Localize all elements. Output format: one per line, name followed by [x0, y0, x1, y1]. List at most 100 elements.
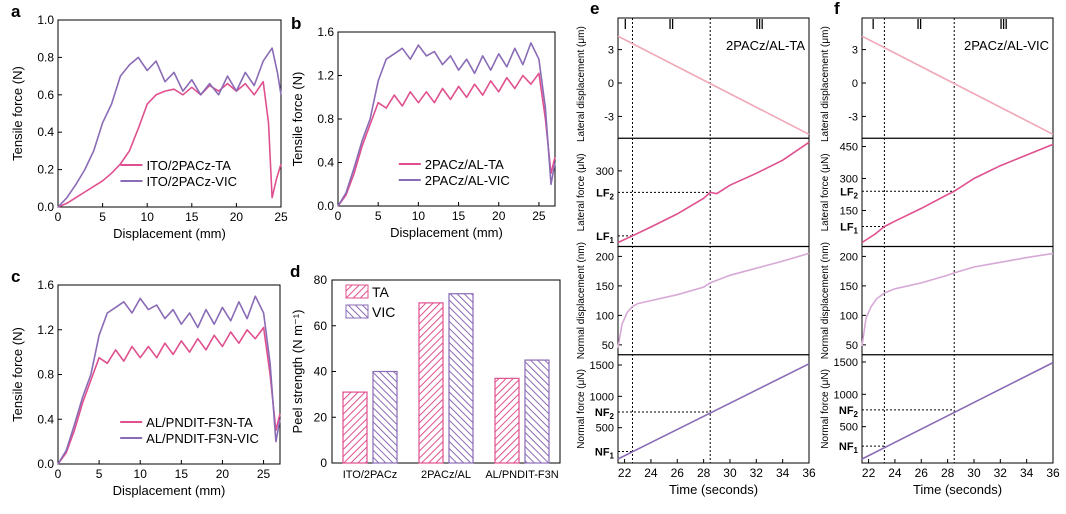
- x-tick-label: 25: [257, 467, 271, 481]
- series-line: [861, 361, 1054, 460]
- x-tick-label: AL/PNDIT-F3N: [485, 469, 558, 481]
- series-line-vic: [337, 42, 556, 207]
- series-line-vic: [57, 295, 281, 465]
- y-tick-label: 3: [608, 45, 614, 57]
- stage-label: Ⅰ: [871, 17, 875, 32]
- x-tick-label: 25: [532, 209, 546, 223]
- x-tick-label: 0: [335, 209, 342, 223]
- y-tick-label: 100: [840, 310, 858, 322]
- legend-label: ITO/2PACz-TA: [146, 158, 231, 173]
- x-tick-label: 26: [671, 466, 685, 480]
- x-tick-label: 34: [1020, 466, 1034, 480]
- y-tick-label: 0.8: [37, 50, 54, 64]
- y-tick-label: 0.0: [37, 457, 54, 471]
- x-tick-label: 26: [915, 466, 929, 480]
- panel-label: b: [291, 14, 301, 33]
- legend-label: TA: [372, 284, 390, 300]
- panel-label: a: [11, 2, 21, 21]
- legend-label: VIC: [372, 304, 395, 320]
- y-tick-label: 50: [846, 340, 858, 352]
- y-tick-label: 50: [602, 340, 614, 352]
- stage-label: Ⅱ: [916, 17, 922, 32]
- y-axis-label: Normal force (μN): [576, 369, 587, 449]
- plot-frame: [617, 17, 810, 464]
- x-tick-label: 10: [134, 467, 148, 481]
- stage-label: Ⅱ: [668, 17, 674, 32]
- x-tick-label: 20: [230, 210, 244, 224]
- y-tick-label: 150: [840, 206, 858, 218]
- x-axis-label: Displacement (mm): [113, 483, 226, 498]
- x-tick-label: 28: [941, 466, 955, 480]
- y-tick-label: 3: [852, 45, 858, 57]
- y-tick-label: 80: [314, 273, 328, 287]
- panel-c: c 0 5 10 15 20 25 0.0 0.4 0.8 1.2 1.6 Displacement (…: [10, 267, 281, 498]
- x-tick-label: 34: [776, 466, 790, 480]
- series-line: [617, 141, 810, 244]
- y-tick-label: 0.0: [317, 199, 334, 213]
- legend-label: 2PACz/AL-VIC: [425, 173, 510, 188]
- x-tick-label: 15: [185, 210, 199, 224]
- y-tick-label: 20: [314, 410, 328, 424]
- y-tick-label: 40: [314, 365, 328, 379]
- y-tick-label: 0.4: [37, 125, 54, 139]
- x-tick-label: 15: [452, 209, 466, 223]
- plot-frame: [57, 19, 282, 208]
- y-axis-label: Tensile force (N): [10, 66, 25, 161]
- y-tick-label: 0.8: [37, 368, 54, 382]
- y-tick-label: 150: [840, 281, 858, 293]
- y-axis-label: Lateral force (μN): [576, 153, 587, 231]
- x-tick-label: 24: [644, 466, 658, 480]
- y-axis-label: Peel strength (N m⁻¹): [290, 310, 305, 434]
- y-tick-label: 100: [596, 310, 614, 322]
- legend-swatch: [345, 284, 369, 299]
- marker-label: LF1: [596, 231, 614, 245]
- x-tick-label: 0: [55, 210, 62, 224]
- y-tick-label: 200: [840, 251, 858, 263]
- marker-label: NF1: [595, 446, 615, 460]
- stage-label: Ⅲ: [755, 17, 764, 32]
- x-tick-label: 10: [141, 210, 155, 224]
- bar-ta: [494, 377, 520, 464]
- series-line: [617, 35, 810, 136]
- y-tick-label: -3: [604, 111, 614, 123]
- legend-label: AL/PNDIT-F3N-TA: [146, 415, 253, 430]
- x-tick-label: 15: [175, 467, 189, 481]
- x-tick-label: 10: [412, 209, 426, 223]
- y-tick-label: 0.8: [317, 112, 334, 126]
- marker-label: LF1: [840, 222, 858, 236]
- x-axis-label: Time (seconds): [669, 482, 758, 497]
- y-tick-label: 1.6: [317, 25, 334, 39]
- series-line-ta: [337, 72, 556, 207]
- panel-e: e Ⅰ Ⅱ Ⅲ -3 0 3 Lateral displacement (μm) 300 Late…: [576, 0, 816, 497]
- x-tick-label: 25: [274, 210, 288, 224]
- marker-label: NF1: [839, 441, 859, 455]
- y-axis-label: Normal force (μN): [820, 369, 831, 449]
- panel-f: f Ⅰ Ⅱ Ⅲ -3 0 3 Lateral displacement (μm) 150 300 4…: [820, 0, 1060, 497]
- y-tick-label: 0: [852, 78, 858, 90]
- legend-label: ITO/2PACz-VIC: [146, 174, 237, 189]
- legend-swatch: [345, 304, 369, 319]
- x-tick-label: 5: [375, 209, 382, 223]
- x-tick-label: 5: [99, 210, 106, 224]
- y-axis-label: Normal displacement (nm): [576, 242, 587, 359]
- y-tick-label: 450: [840, 142, 858, 154]
- series-line: [861, 35, 1054, 136]
- panel-label: e: [590, 0, 599, 18]
- x-tick-label: 0: [55, 467, 62, 481]
- y-tick-label: 500: [596, 423, 614, 435]
- y-tick-label: 60: [314, 319, 328, 333]
- panel-label: c: [11, 267, 20, 286]
- y-axis-label: Lateral displacement (μm): [820, 26, 831, 142]
- stage-label: Ⅰ: [623, 17, 627, 32]
- marker-label: LF2: [596, 187, 614, 201]
- series-line: [617, 363, 810, 460]
- legend-label: AL/PNDIT-F3N-VIC: [146, 431, 259, 446]
- bar-ta: [418, 302, 444, 464]
- y-tick-label: 0: [320, 456, 327, 470]
- y-tick-label: 1000: [590, 391, 614, 403]
- x-axis-label: Displacement (mm): [113, 226, 226, 241]
- x-tick-label: 30: [723, 466, 737, 480]
- x-tick-label: 2PACz/AL: [421, 469, 471, 481]
- y-axis-label: Lateral displacement (μm): [576, 26, 587, 142]
